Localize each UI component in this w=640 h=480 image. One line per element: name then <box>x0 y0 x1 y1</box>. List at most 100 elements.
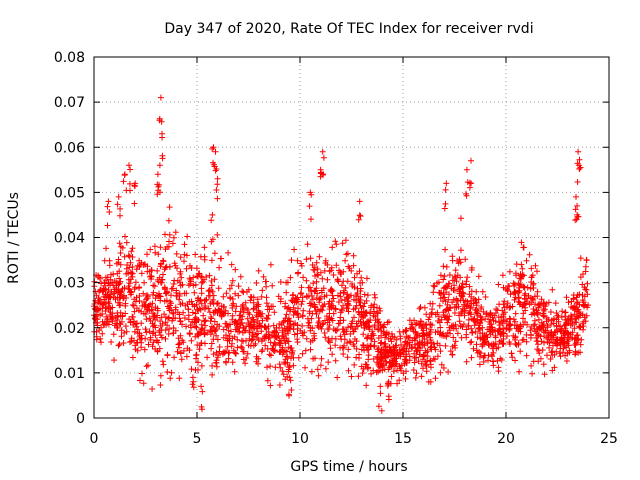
data-point <box>255 267 262 274</box>
data-point <box>127 339 133 346</box>
data-point <box>345 324 351 331</box>
data-point <box>104 291 111 298</box>
data-point <box>143 306 150 313</box>
data-point <box>412 354 419 361</box>
data-point <box>291 246 298 253</box>
data-point <box>332 357 339 364</box>
data-point <box>573 193 579 200</box>
data-point <box>460 321 467 328</box>
data-point <box>328 315 335 322</box>
data-point <box>452 267 459 274</box>
data-point <box>367 317 373 323</box>
data-point <box>563 344 570 351</box>
data-point <box>517 328 524 335</box>
data-point <box>213 363 220 370</box>
data-point <box>424 348 431 355</box>
data-point <box>297 290 304 297</box>
x-tick-label: 5 <box>193 431 202 447</box>
data-point <box>155 339 162 346</box>
data-point <box>574 179 581 185</box>
data-point <box>253 331 259 338</box>
data-point <box>384 347 390 354</box>
data-point <box>329 351 336 358</box>
data-point <box>541 339 547 346</box>
data-point <box>437 369 444 376</box>
data-point <box>308 300 315 307</box>
data-point <box>131 308 138 315</box>
data-point <box>431 283 438 290</box>
data-point <box>317 269 324 276</box>
data-point <box>267 261 274 268</box>
data-point <box>185 312 192 319</box>
data-point <box>332 238 339 245</box>
data-point <box>215 285 222 292</box>
data-point <box>380 323 387 330</box>
data-point <box>254 325 261 332</box>
data-point <box>127 166 134 173</box>
data-point <box>184 233 191 240</box>
data-point <box>133 266 140 273</box>
data-point <box>100 285 107 292</box>
data-point <box>229 359 236 366</box>
data-point <box>263 278 270 285</box>
data-point <box>147 318 154 324</box>
data-point <box>386 318 392 325</box>
data-point <box>156 290 162 297</box>
data-point <box>129 245 136 252</box>
data-point <box>412 374 419 381</box>
data-point <box>353 293 360 300</box>
data-point <box>161 311 168 318</box>
data-point <box>410 367 417 373</box>
data-point <box>231 349 238 356</box>
data-point <box>317 362 324 369</box>
data-point <box>141 279 148 286</box>
data-point <box>384 382 391 389</box>
data-point <box>468 354 475 361</box>
data-point <box>300 332 306 339</box>
data-point <box>530 280 537 287</box>
data-point <box>435 318 441 324</box>
data-point <box>361 347 368 354</box>
data-point <box>360 331 367 338</box>
data-point <box>131 200 138 207</box>
data-point <box>208 287 215 293</box>
data-point <box>137 336 143 343</box>
data-point <box>270 347 277 354</box>
data-point <box>463 281 470 288</box>
data-point <box>202 322 209 329</box>
data-point <box>247 293 254 300</box>
data-point <box>506 339 513 346</box>
data-point <box>195 359 201 366</box>
data-point <box>463 326 470 333</box>
data-point <box>240 301 246 308</box>
data-point <box>340 351 347 357</box>
data-point <box>375 403 382 410</box>
data-point <box>437 348 444 355</box>
data-point <box>154 267 161 274</box>
data-point <box>484 326 491 333</box>
data-point <box>489 353 496 360</box>
data-point <box>377 349 384 356</box>
x-tick-label: 15 <box>394 431 412 447</box>
data-point <box>284 328 291 335</box>
data-point <box>422 322 428 329</box>
data-point <box>287 308 293 315</box>
data-point <box>523 331 530 338</box>
data-point <box>267 339 274 346</box>
data-point <box>328 287 335 294</box>
data-point <box>497 355 504 362</box>
data-point <box>355 216 362 223</box>
data-point <box>213 357 220 364</box>
data-point <box>575 335 582 342</box>
data-point <box>271 309 278 316</box>
data-point <box>516 325 523 332</box>
data-point <box>534 346 541 353</box>
data-point <box>300 307 307 314</box>
data-point <box>374 304 380 311</box>
data-point <box>167 375 174 382</box>
data-point <box>468 157 474 164</box>
data-point <box>289 298 296 305</box>
y-tick-label: 0.05 <box>54 185 85 201</box>
data-point <box>339 282 345 289</box>
data-point <box>121 284 128 291</box>
